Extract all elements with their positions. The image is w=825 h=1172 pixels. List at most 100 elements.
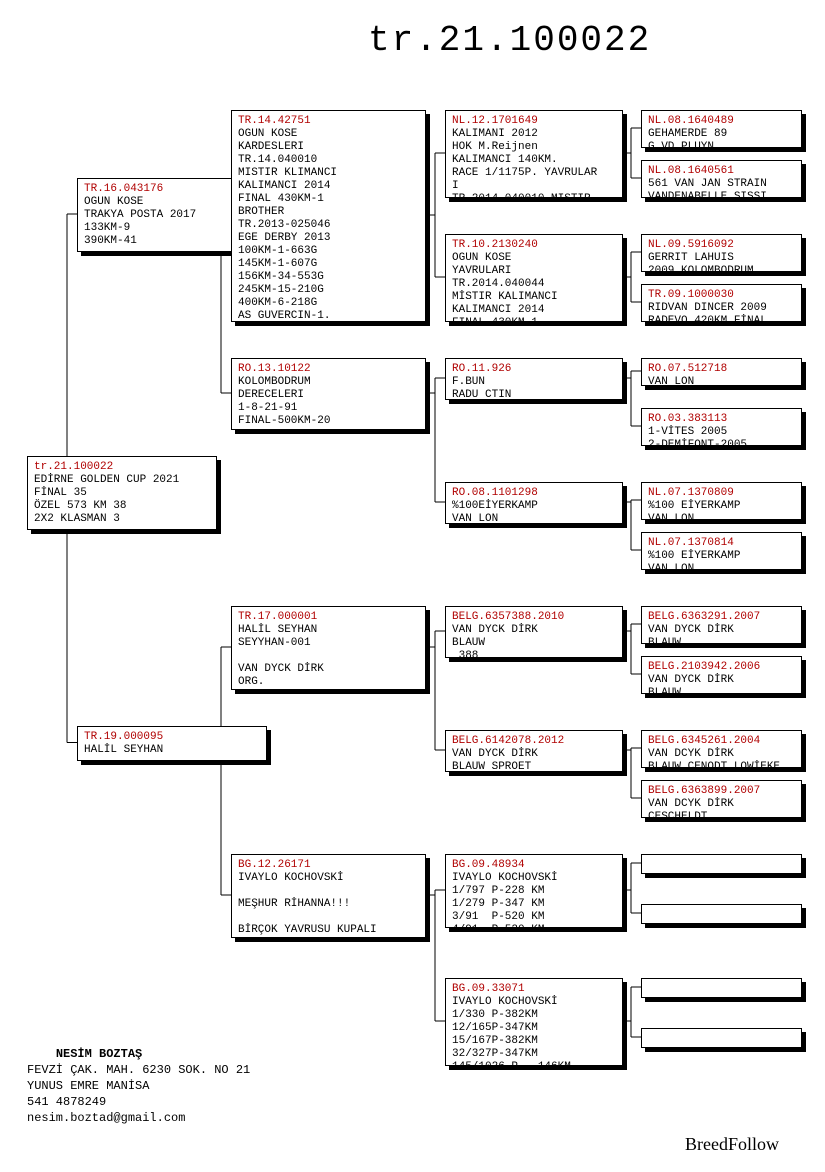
box-line: RADEVO 420KM FİNAL bbox=[648, 315, 767, 322]
box-line: VAN LON bbox=[452, 513, 498, 524]
pedigree-box: NL.07.1370814 %100 EİYERKAMP VAN LON bbox=[641, 532, 802, 570]
owner-addr1: FEVZİ ÇAK. MAH. 6230 SOK. NO 21 bbox=[27, 1063, 250, 1077]
brand-label: BreedFollow bbox=[685, 1134, 779, 1155]
box-line: TR.2013-025046 bbox=[238, 219, 330, 231]
pedigree-box: TR.09.1000030 RIDVAN DINCER 2009 RADEVO … bbox=[641, 284, 802, 322]
ring-number: TR.16.043176 bbox=[84, 183, 163, 195]
box-line: 15/167P-382KM bbox=[452, 1035, 538, 1047]
ring-number: BELG.6363291.2007 bbox=[648, 611, 760, 623]
ring-number: RO.13.10122 bbox=[238, 363, 311, 375]
box-line: IVAYLO KOCHOVSKİ bbox=[452, 996, 558, 1008]
owner-phone: 541 4878249 bbox=[27, 1095, 106, 1109]
box-line: F.BUN bbox=[452, 376, 485, 388]
box-line: FİNAL 35 bbox=[34, 487, 87, 499]
box-line: 32/327P-347KM bbox=[452, 1048, 538, 1060]
pedigree-box: TR.17.000001 HALİL SEYHAN SEYYHAN-001 VA… bbox=[231, 606, 426, 690]
box-line: DERECELERI bbox=[238, 389, 304, 401]
pedigree-box: RO.11.926 F.BUN RADU CTIN bbox=[445, 358, 623, 400]
box-line: VAN DCYK DİRK bbox=[648, 798, 734, 810]
box-line: BLAUW CENODT LOWİEKE. bbox=[648, 761, 787, 768]
box-line: 1-VİTES 2005 bbox=[648, 426, 727, 438]
owner-block: NESİM BOZTAŞ FEVZİ ÇAK. MAH. 6230 SOK. N… bbox=[27, 1030, 250, 1126]
box-line: VAN DCYK DİRK bbox=[648, 748, 734, 760]
ring-number: BELG.6357388.2010 bbox=[452, 611, 564, 623]
ring-number: NL.07.1370809 bbox=[648, 487, 734, 499]
box-line: VAN DYCK DİRK bbox=[452, 624, 538, 636]
box-line: AS GUVERCIN-1. bbox=[238, 310, 330, 322]
box-line: TR.2014-040010 MISTIR bbox=[452, 193, 591, 198]
box-line: RADU CTIN bbox=[452, 389, 511, 400]
box-line: %100 EİYERKAMP bbox=[648, 550, 740, 562]
ring-number: RO.08.1101298 bbox=[452, 487, 538, 499]
box-line: SEYYHAN-001 bbox=[238, 637, 311, 649]
box-line: 2009 KOLOMBODRUM bbox=[648, 265, 754, 272]
pedigree-box: NL.12.1701649 KALIMANI 2012 HOK M.Reijne… bbox=[445, 110, 623, 198]
box-line: MİSTIR KALIMANCI bbox=[452, 291, 558, 303]
ring-number: BELG.6363899.2007 bbox=[648, 785, 760, 797]
box-line: HALİL SEYHAN bbox=[84, 744, 163, 756]
pedigree-box: BG.12.26171 IVAYLO KOCHOVSKİ MEŞHUR RİHA… bbox=[231, 854, 426, 938]
ring-number: NL.07.1370814 bbox=[648, 537, 734, 549]
pedigree-box: NL.08.1640561 561 VAN JAN STRAIN VANDENA… bbox=[641, 160, 802, 198]
box-line: CESCHELDT. bbox=[648, 811, 714, 818]
box-line: OGUN KOSE bbox=[84, 196, 143, 208]
pedigree-box: NL.08.1640489 GEHAMERDE 89 G.VD PLUYN bbox=[641, 110, 802, 148]
box-line: MISTIR KLIMANCI bbox=[238, 167, 337, 179]
box-line: ORG. bbox=[238, 676, 264, 688]
box-line: GERRIT LAHUIS bbox=[648, 252, 734, 264]
pedigree-box: BG.09.48934 IVAYLO KOCHOVSKİ 1/797 P-228… bbox=[445, 854, 623, 928]
pedigree-box: tr.21.100022 EDİRNE GOLDEN CUP 2021 FİNA… bbox=[27, 456, 217, 530]
ring-number: TR.10.2130240 bbox=[452, 239, 538, 251]
box-line: 1/279 P-347 KM bbox=[452, 898, 544, 910]
pedigree-box: TR.10.2130240 OGUN KOSE YAVRULARI TR.201… bbox=[445, 234, 623, 322]
box-line: 561 VAN JAN STRAIN bbox=[648, 178, 767, 190]
box-line: RACE 1/1175P. YAVRULAR bbox=[452, 167, 597, 179]
box-line: VAN LON bbox=[648, 376, 694, 386]
box-line: 145/1026 P - 146KM bbox=[452, 1061, 571, 1066]
box-line: VAN DYCK DİRK bbox=[452, 748, 538, 760]
box-line: G.VD PLUYN bbox=[648, 141, 714, 148]
box-line: 1/797 P-228 KM bbox=[452, 885, 544, 897]
ring-number: TR.14.42751 bbox=[238, 115, 311, 127]
pedigree-box bbox=[641, 904, 802, 924]
box-line: GEHAMERDE 89 bbox=[648, 128, 727, 140]
box-line: 245KM-15-210G bbox=[238, 284, 324, 296]
box-line: VAN DYCK DİRK bbox=[648, 674, 734, 686]
box-line: VANDENABELLE SISSI bbox=[648, 191, 767, 198]
pedigree-box: BELG.6363899.2007 VAN DCYK DİRK CESCHELD… bbox=[641, 780, 802, 818]
pedigree-box: BELG.6345261.2004 VAN DCYK DİRK BLAUW CE… bbox=[641, 730, 802, 768]
ring-number: NL.08.1640561 bbox=[648, 165, 734, 177]
pedigree-box: RO.08.1101298 %100EİYERKAMP VAN LON bbox=[445, 482, 623, 524]
box-line: OGUN KOSE bbox=[452, 252, 511, 264]
ring-number: TR.19.000095 bbox=[84, 731, 163, 743]
ring-number: BG.09.48934 bbox=[452, 859, 525, 871]
box-line: 388 bbox=[452, 650, 478, 658]
box-line: KOLOMBODRUM bbox=[238, 376, 311, 388]
box-line: 133KM-9 bbox=[84, 222, 130, 234]
box-line: 1-8-21-91 bbox=[238, 402, 297, 414]
pedigree-box: BELG.6363291.2007 VAN DYCK DİRK BLAUW bbox=[641, 606, 802, 644]
box-line: 2X2 KLASMAN 3 bbox=[34, 513, 120, 525]
box-line: IVAYLO KOCHOVSKİ bbox=[238, 872, 344, 884]
pedigree-box: NL.07.1370809 %100 EİYERKAMP VAN LON bbox=[641, 482, 802, 520]
box-line: VAN DYCK DİRK bbox=[648, 624, 734, 636]
ring-number: tr.21.100022 bbox=[34, 461, 113, 473]
box-line: BLAUW SPROET bbox=[452, 761, 531, 772]
box-line: 100KM-1-663G bbox=[238, 245, 317, 257]
pedigree-box: RO.07.512718 VAN LON bbox=[641, 358, 802, 386]
box-line: TR.14.040010 bbox=[238, 154, 317, 166]
pedigree-box: TR.14.42751 OGUN KOSE KARDESLERI TR.14.0… bbox=[231, 110, 426, 322]
box-line: VAN DYCK DİRK bbox=[238, 663, 324, 675]
box-line: MEŞHUR RİHANNA!!! bbox=[238, 898, 350, 910]
pedigree-box bbox=[641, 854, 802, 874]
box-line: RIDVAN DINCER 2009 bbox=[648, 302, 767, 314]
box-line: TR.2014.040044 bbox=[452, 278, 544, 290]
box-line: BLAUW bbox=[452, 637, 485, 649]
box-line: BLAUW bbox=[648, 687, 681, 694]
box-line: EGE DERBY 2013 bbox=[238, 232, 330, 244]
pedigree-box: BELG.2103942.2006 VAN DYCK DİRK BLAUW bbox=[641, 656, 802, 694]
box-line: KARDESLERI bbox=[238, 141, 304, 153]
page-title: tr.21.100022 bbox=[368, 20, 651, 61]
box-line: HALİL SEYHAN bbox=[238, 624, 317, 636]
box-line: 2-DEMİFONT-2005 bbox=[648, 439, 747, 446]
